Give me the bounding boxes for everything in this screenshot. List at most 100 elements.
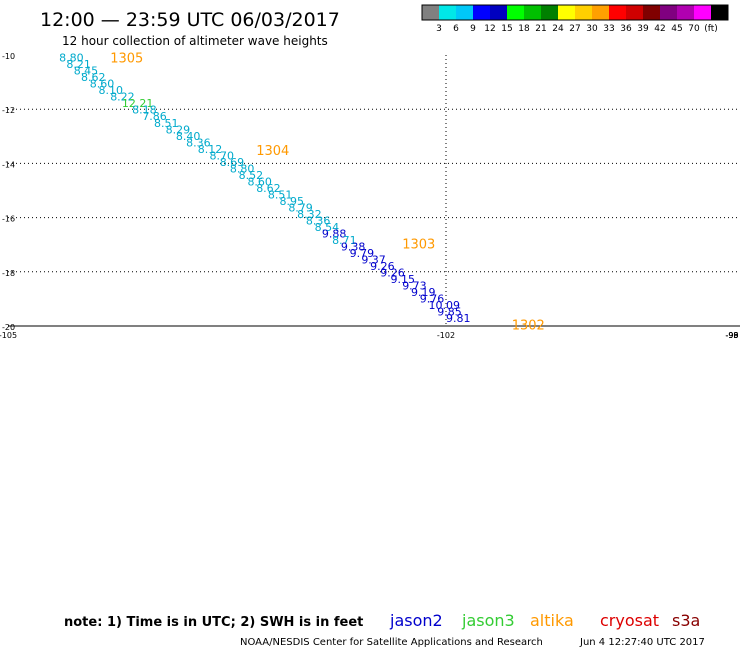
- legend-altika: altika: [530, 611, 574, 630]
- scale-label: 39: [637, 24, 649, 34]
- wave-height-value: 8.69: [220, 156, 245, 169]
- scale-swatch: [626, 5, 643, 20]
- wave-height-value: 8.80: [230, 162, 255, 175]
- map-subtitle: 12 hour collection of altimeter wave hei…: [62, 34, 328, 48]
- longitude-axis: -105 -102 -99-96-93-90: [0, 331, 739, 340]
- wave-height-value: 8.22: [110, 91, 135, 104]
- scale-swatch: [490, 5, 507, 20]
- legend-s3a: s3a: [672, 611, 700, 630]
- longitude-label: -90: [725, 331, 738, 340]
- wave-height-value: 8.71: [332, 234, 357, 247]
- scale-swatch: [575, 5, 592, 20]
- map-grid: [8, 55, 740, 327]
- wave-height-value: 9.81: [446, 312, 471, 325]
- scale-swatch: [507, 5, 524, 20]
- satellite-legend: jason2 jason3 altika cryosat s3a: [389, 611, 700, 630]
- wave-height-value: 9.76: [420, 292, 445, 305]
- scale-swatch: [422, 5, 439, 20]
- scale-swatch: [711, 5, 728, 20]
- scale-label: 6: [453, 24, 459, 34]
- wave-height-value: 8.51: [268, 188, 293, 201]
- scale-label: 12: [484, 24, 495, 34]
- wave-height-value: 7.86: [142, 110, 167, 123]
- pass-number: 1304: [256, 144, 289, 159]
- scale-label: 45: [671, 24, 682, 34]
- latitude-label: -18: [2, 269, 15, 278]
- wave-height-value: 8.32: [297, 208, 322, 221]
- wave-height-value: 8.62: [256, 182, 281, 195]
- timestamp-text: Jun 4 12:27:40 UTC 2017: [579, 637, 705, 648]
- latitude-label: -12: [2, 106, 15, 115]
- longitude-label: -93: [725, 331, 738, 340]
- scale-label: 15: [501, 24, 512, 34]
- wave-height-value: 8.29: [166, 123, 191, 136]
- wave-height-value: 8.12: [198, 143, 223, 156]
- wave-height-value: 12.21: [122, 97, 154, 110]
- scale-swatch: [541, 5, 558, 20]
- wave-height-value: 8.62: [81, 71, 106, 84]
- latitude-label: -14: [2, 160, 15, 169]
- scale-label: 33: [603, 24, 614, 34]
- longitude-label: -99: [725, 331, 738, 340]
- wave-height-value: 8.10: [99, 84, 124, 97]
- wave-height-tracks: 8.808.218.458.628.608.108.2212.218.187.8…: [59, 52, 471, 325]
- wave-height-value: 8.21: [66, 58, 91, 71]
- wave-height-value: 8.45: [74, 65, 99, 78]
- scale-swatch: [643, 5, 660, 20]
- scale-swatch: [660, 5, 677, 20]
- pass-number: 1305: [110, 52, 143, 67]
- scale-swatch: [524, 5, 541, 20]
- scale-swatch: [677, 5, 694, 20]
- legend-cryosat: cryosat: [600, 611, 659, 630]
- scale-label: 30: [586, 24, 598, 34]
- pass-numbers: 13051304130313021451145214521453155: [110, 52, 545, 334]
- scale-swatch: [694, 5, 711, 20]
- credit-text: NOAA/NESDIS Center for Satellite Applica…: [240, 637, 543, 648]
- wave-height-value: 8.70: [209, 149, 234, 162]
- scale-label: 42: [654, 24, 665, 34]
- wave-height-value: 8.36: [306, 214, 331, 227]
- wave-height-value: 8.60: [90, 78, 115, 91]
- scale-label: (ft): [704, 24, 718, 34]
- scale-label: 24: [552, 24, 564, 34]
- scale-label: 3: [436, 24, 442, 34]
- color-scale-bar: [421, 4, 729, 21]
- wave-height-value: 9.88: [322, 227, 347, 240]
- wave-height-value: 9.79: [350, 247, 375, 260]
- longitude-label: -102: [437, 331, 455, 340]
- wave-height-value: 9.73: [402, 279, 427, 292]
- wave-height-value: 10.09: [428, 299, 460, 312]
- scale-label: 18: [518, 24, 530, 34]
- scale-swatch: [558, 5, 575, 20]
- pass-number: 1303: [402, 237, 435, 252]
- legend-jason3: jason3: [461, 611, 515, 630]
- scale-swatch: [609, 5, 626, 20]
- longitude-label: -105: [0, 331, 17, 340]
- wave-height-value: 8.54: [315, 221, 340, 234]
- latitude-label: -16: [2, 215, 15, 224]
- wave-height-value: 9.38: [341, 240, 366, 253]
- wave-height-value: 9.85: [437, 305, 462, 318]
- scale-label: 9: [470, 24, 476, 34]
- scale-label: 70: [688, 24, 700, 34]
- legend-jason2: jason2: [389, 611, 443, 630]
- latitude-label: -10: [2, 52, 15, 61]
- scale-swatch: [456, 5, 473, 20]
- wave-height-value: 8.60: [247, 175, 272, 188]
- wave-height-value: 8.40: [176, 130, 201, 143]
- wave-height-value: 8.18: [132, 104, 157, 117]
- wave-height-value: 8.36: [186, 136, 211, 149]
- wave-height-value: 8.51: [154, 117, 179, 130]
- wave-height-value: 8.95: [280, 195, 305, 208]
- latitude-axis: -10 -12 -14 -16 -18 -20: [2, 52, 15, 332]
- scale-swatch: [439, 5, 456, 20]
- wave-height-value: 9.26: [370, 260, 395, 273]
- latitude-label: -20: [2, 323, 15, 332]
- scale-label: 21: [535, 24, 546, 34]
- wave-height-value: 9.19: [411, 286, 436, 299]
- scale-swatch: [473, 5, 490, 20]
- wave-height-value: 8.79: [288, 201, 313, 214]
- color-scale-labels: 3 6 9 12 15 18 21 24 27 30 33 36 39 42 45 70 (ft): [436, 24, 718, 34]
- scale-swatch: [592, 5, 609, 20]
